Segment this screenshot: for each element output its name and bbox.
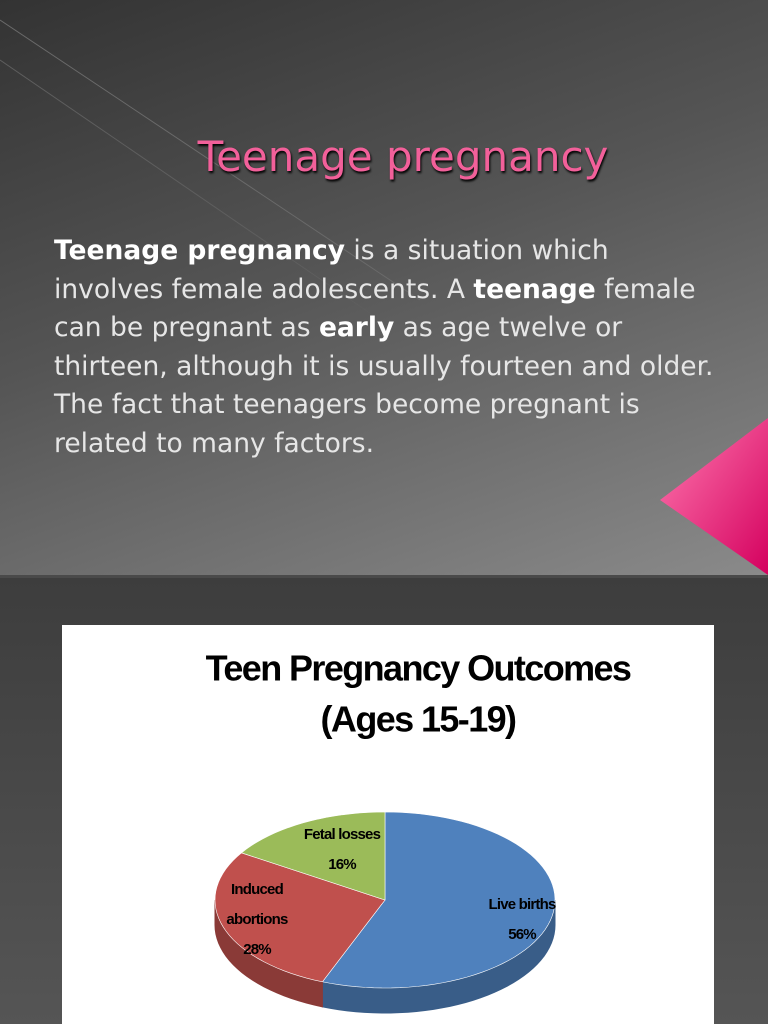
slice-category: Induced abortions (226, 881, 288, 928)
body-text: as age twelve or thirteen, although it i… (54, 312, 714, 459)
pie-slice (240, 811, 386, 901)
pie-slice (321, 811, 556, 1014)
slice-top (321, 811, 556, 989)
body-text: female can be pregnant as (54, 273, 696, 344)
slice-top (214, 852, 386, 983)
body-text: teenage (473, 273, 596, 305)
pink-triangle (660, 418, 768, 575)
slide-title: Teenage pregnancy (197, 132, 609, 181)
slice-category: Fetal losses (303, 826, 381, 843)
chart-title: Teen Pregnancy Outcomes (206, 648, 631, 689)
chart-subtitle: (Ages 15-19) (321, 699, 516, 740)
slice-label: Fetal losses 16% (282, 820, 402, 880)
slice-value: 56% (508, 926, 536, 943)
pie-slice (214, 852, 386, 1008)
deco-line (0, 19, 421, 301)
slide-decoration (0, 19, 768, 575)
slide-body: Teenage pregnancy is a situation which i… (54, 232, 714, 463)
chart: Teen Pregnancy Outcomes (Ages 15-19) (206, 648, 633, 1014)
body-text: early (318, 312, 395, 343)
slice-category: Live births (488, 896, 556, 913)
chart-image: Teen Pregnancy Outcomes (Ages 15-19) Liv… (62, 625, 714, 1024)
slide: Teenage pregnancy Teenage pregnancy is a… (0, 0, 768, 575)
body-text: Teenage pregnancy (54, 235, 345, 266)
slice-top (240, 811, 386, 901)
slice-label: Induced abortions 28% (202, 875, 312, 965)
slice-label: Live births 56% (482, 890, 562, 950)
body-text: is a situation which involves female ado… (54, 235, 609, 305)
deco-line (0, 59, 381, 321)
slice-value: 16% (328, 856, 356, 873)
slice-value: 28% (243, 941, 271, 958)
